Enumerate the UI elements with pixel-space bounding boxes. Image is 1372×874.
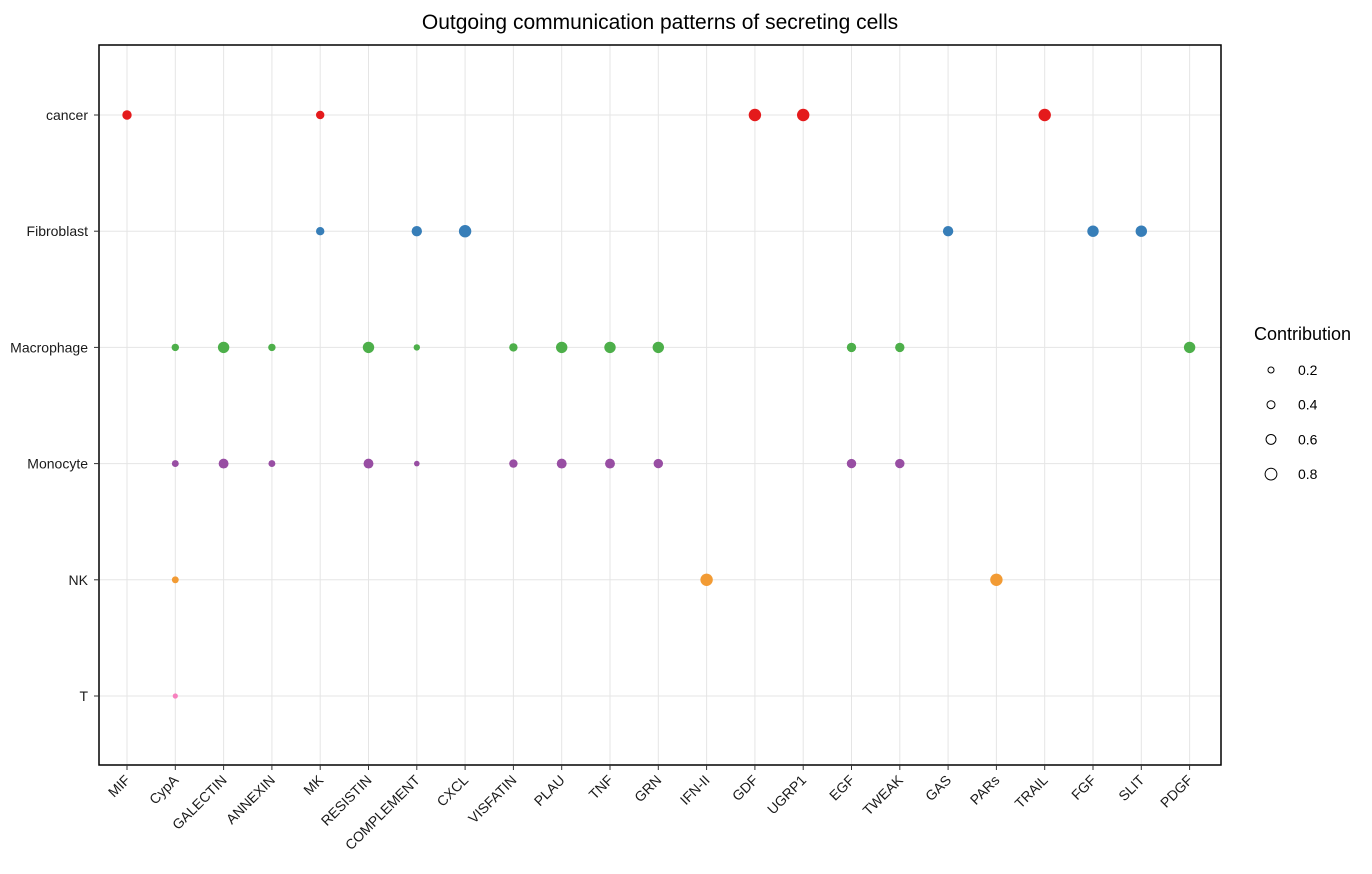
- data-point: [556, 341, 568, 354]
- legend-symbol: [1267, 366, 1275, 374]
- data-point: [895, 342, 905, 353]
- data-point: [172, 693, 178, 699]
- x-tick-label: FGF: [1068, 772, 1099, 803]
- data-point: [604, 341, 616, 354]
- legend-symbol: [1264, 467, 1278, 481]
- y-tick-label: Monocyte: [27, 456, 88, 472]
- data-point: [653, 458, 663, 469]
- data-point: [122, 110, 132, 120]
- data-point: [942, 226, 954, 237]
- data-point: [1038, 108, 1051, 122]
- data-point: [411, 226, 422, 237]
- data-point: [652, 341, 664, 354]
- data-point: [895, 458, 905, 469]
- data-point: [414, 460, 420, 467]
- plot-border: [98, 44, 1222, 766]
- data-point: [1135, 225, 1148, 237]
- data-point: [458, 225, 472, 238]
- data-point: [1087, 225, 1099, 237]
- legend-label: 0.8: [1298, 466, 1318, 482]
- x-tick-label: GRN: [631, 772, 664, 805]
- data-point: [268, 460, 276, 468]
- legend-label: 0.6: [1298, 431, 1318, 447]
- x-tick-label: VISFATIN: [465, 772, 520, 827]
- data-point: [268, 343, 276, 352]
- y-tick-label: Fibroblast: [27, 223, 89, 239]
- data-point: [748, 108, 762, 122]
- data-point: [846, 458, 857, 469]
- data-point: [413, 344, 420, 351]
- legend: Contribution 0.2 0.4 0.6 0.8: [1254, 324, 1351, 482]
- y-tick-label: cancer: [46, 107, 88, 123]
- legend-label: 0.2: [1298, 362, 1318, 378]
- x-tick-label: IFN-II: [677, 772, 713, 808]
- chart-title: Outgoing communication patterns of secre…: [422, 11, 898, 34]
- data-point: [362, 341, 375, 354]
- x-tick-label: EGF: [826, 772, 858, 804]
- data-point: [509, 343, 518, 352]
- x-tick-label: UGRP1: [764, 772, 810, 818]
- grid: [99, 45, 1221, 765]
- x-tick-label: PDGF: [1157, 772, 1196, 811]
- x-tick-label: CXCL: [433, 772, 471, 810]
- x-tick-label: TNF: [586, 772, 617, 803]
- data-point: [1183, 341, 1196, 354]
- data-point: [217, 341, 230, 354]
- data-point: [509, 459, 518, 468]
- data-point: [797, 108, 810, 122]
- x-tick-label: TRAIL: [1011, 772, 1051, 812]
- x-tick-label: CypA: [146, 771, 182, 807]
- legend-symbol: [1265, 433, 1277, 445]
- x-tick-label: SLIT: [1115, 771, 1148, 804]
- legend-title: Contribution: [1254, 324, 1351, 344]
- legend-symbol: [1266, 400, 1276, 410]
- data-points: [122, 108, 1196, 699]
- data-point: [846, 342, 857, 353]
- data-point: [316, 227, 325, 236]
- data-point: [556, 458, 567, 469]
- x-tick-label: GAS: [922, 772, 954, 804]
- data-point: [218, 458, 229, 469]
- y-tick-label: Macrophage: [10, 339, 88, 355]
- data-point: [171, 343, 179, 352]
- x-tick-label: GDF: [729, 772, 761, 804]
- data-point: [316, 110, 325, 120]
- data-point: [171, 460, 179, 468]
- data-point: [363, 458, 374, 469]
- y-tick-label: T: [79, 688, 88, 704]
- x-tick-label: PLAU: [531, 772, 568, 809]
- x-tick-label: MK: [300, 771, 327, 798]
- data-point: [700, 573, 713, 586]
- x-tick-label: PARs: [967, 772, 1003, 808]
- y-axis: T NK Monocyte Macrophage Fibroblast cancer: [10, 107, 99, 704]
- x-tick-label: MIF: [105, 772, 133, 800]
- data-point: [171, 576, 179, 584]
- data-point: [605, 458, 615, 469]
- x-tick-label: ANNEXIN: [223, 772, 278, 827]
- x-tick-label: TWEAK: [859, 771, 906, 818]
- y-tick-label: NK: [69, 572, 89, 588]
- legend-label: 0.4: [1298, 397, 1318, 413]
- data-point: [990, 573, 1003, 586]
